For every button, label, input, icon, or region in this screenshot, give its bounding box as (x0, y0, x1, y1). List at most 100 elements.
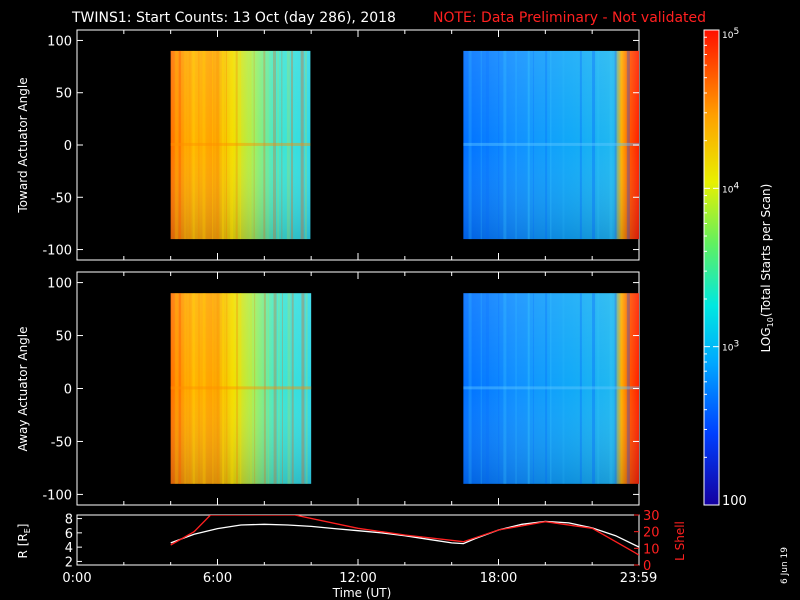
heatmap-stripe (498, 293, 500, 484)
heatmap-stripe (597, 50, 600, 240)
heatmap-stripe (202, 50, 206, 240)
orbit-lshell-line (170, 515, 639, 556)
heatmap-stripe (184, 50, 186, 240)
heatmap-shading (463, 293, 639, 484)
orbit-y-tick-label: 6 (65, 527, 73, 542)
heatmap-shading (170, 293, 312, 484)
heatmap-stripe (179, 293, 182, 484)
colorbar-tick-label: 104 (722, 181, 739, 195)
orbit-y-tick-label: 2 (65, 555, 73, 570)
orbit-r-line (170, 520, 639, 548)
colorbar: 105 104 103 100 LOG10(Total Starts per Scan… (703, 27, 775, 509)
heatmap-stripe (305, 293, 308, 484)
colorbar-tick-label: 105 (722, 27, 739, 41)
y-tick-label: -50 (51, 191, 72, 206)
heatmap-stripe (230, 293, 234, 484)
heatmap-stripe (216, 50, 220, 240)
heatmap-stripe (170, 293, 172, 484)
heatmap-stripe (480, 293, 482, 484)
orbit-y-tick-label: 4 (65, 541, 73, 556)
colorbar-label: LOG10(Total Starts per Scan) (759, 184, 775, 353)
colorbar-tick-label: 100 (722, 494, 747, 509)
y-tick-label: -100 (42, 488, 72, 503)
x-tick-label: 12:00 (339, 571, 376, 586)
y-tick-label: -100 (42, 244, 72, 259)
heatmap-stripe (532, 293, 534, 484)
y-tick-label: 100 (47, 277, 72, 292)
heatmap-stripe (609, 293, 613, 484)
heatmap-band (463, 142, 639, 146)
heatmap-stripe (485, 50, 489, 240)
toward-panel: 100 50 0 -50 -100 Toward Actuator Angle (16, 29, 640, 261)
heatmap-band (463, 386, 639, 390)
away-panel: 100 50 0 -50 -100 Away Actuator Angle (16, 271, 640, 506)
heatmap-stripe (174, 293, 178, 484)
data-note: NOTE: Data Preliminary - Not validated (433, 10, 706, 26)
heatmap-stripe (286, 50, 290, 240)
heatmap-stripe (579, 293, 582, 484)
heatmap-stripe (216, 293, 220, 484)
x-tick-label: 18:00 (480, 571, 517, 586)
heatmap-stripe (550, 293, 552, 484)
heatmap-stripe (178, 50, 181, 240)
heatmap-stripe (463, 50, 465, 240)
heatmap-stripe (240, 293, 242, 484)
heatmap-stripe (249, 293, 252, 484)
y-tick-label: 0 (64, 139, 72, 154)
heatmap-stripe (239, 50, 241, 240)
heatmap-stripe (212, 293, 214, 484)
heatmap-stripe (198, 50, 200, 240)
heatmap-stripe (226, 50, 228, 240)
heatmap-stripe (184, 293, 186, 484)
heatmap-stripe (562, 293, 565, 484)
y-tick-label: -50 (51, 435, 72, 450)
heatmap-stripe (198, 293, 200, 484)
colorbar-gradient (703, 29, 720, 506)
orbit-y2-tick-label: 20 (643, 526, 660, 541)
heatmap-stripe (230, 50, 234, 240)
x-tick-label: 23:59 (620, 571, 657, 586)
heatmap-stripe (277, 293, 280, 484)
orbit-ylabel-right: L Shell (673, 521, 687, 561)
heatmap-stripe (192, 50, 195, 240)
heatmap-stripe (626, 293, 630, 484)
heatmap-stripe (291, 50, 294, 240)
heatmap-stripe (287, 293, 291, 484)
heatmap-stripe (192, 293, 195, 484)
heatmap-stripe (468, 293, 472, 484)
heatmap-stripe (527, 50, 530, 240)
heatmap-band (170, 386, 312, 390)
heatmap-stripe (263, 293, 266, 484)
y-tick-label: 100 (47, 34, 72, 49)
heatmap-stripe (498, 50, 500, 240)
heatmap-stripe (188, 293, 192, 484)
heatmap-stripe (249, 50, 252, 240)
y-tick-label: 50 (55, 87, 72, 102)
heatmap-stripe (468, 50, 472, 240)
heatmap-stripe (485, 293, 489, 484)
heatmap-stripe (174, 50, 178, 240)
heatmap-stripe (532, 50, 534, 240)
heatmap-stripe (235, 50, 238, 240)
heatmap-stripe (515, 293, 517, 484)
heatmap-stripe (579, 50, 582, 240)
heatmap-stripe (202, 293, 206, 484)
heatmap-stripe (597, 293, 600, 484)
heatmap-stripe (188, 50, 192, 240)
orbit-ylabel-left: R [RE] (16, 524, 32, 559)
heatmap-stripe (480, 50, 482, 240)
x-tick-label: 0:00 (62, 571, 91, 586)
heatmap-stripe (301, 293, 305, 484)
x-tick-label: 6:00 (203, 571, 232, 586)
chart-title: TWINS1: Start Counts: 13 Oct (day 286), … (71, 10, 396, 26)
heatmap-stripe (503, 50, 507, 240)
orbit-y2-tick-label: 30 (643, 509, 660, 524)
heatmap-stripe (291, 293, 294, 484)
heatmap-stripe (273, 293, 277, 484)
heatmap-stripe (626, 50, 630, 240)
heatmap-stripe (222, 293, 225, 484)
heatmap-stripe (267, 50, 269, 240)
heatmap-stripe (304, 50, 307, 240)
